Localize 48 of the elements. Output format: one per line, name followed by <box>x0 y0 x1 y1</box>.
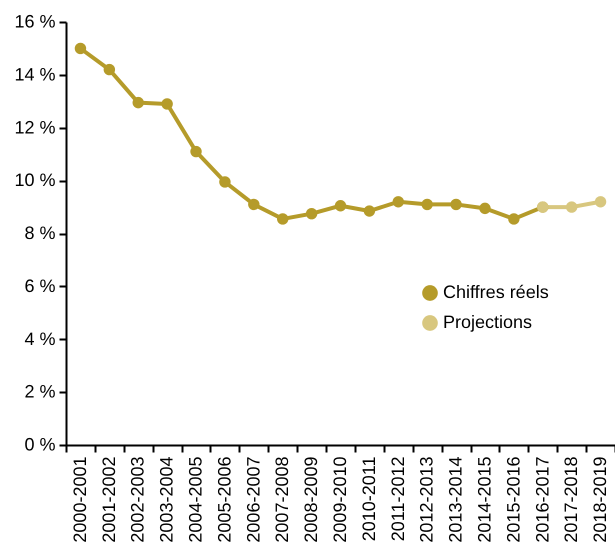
x-tick-label: 2011-2012 <box>388 456 408 542</box>
point <box>104 64 116 76</box>
x-tick-label: 2010-2011 <box>358 456 379 542</box>
point <box>594 196 606 208</box>
point <box>248 198 260 210</box>
point <box>450 198 462 210</box>
point <box>277 213 288 225</box>
point <box>421 198 433 210</box>
x-tick-label: 2005-2006 <box>214 456 234 543</box>
y-tick-label: 12 % <box>14 117 56 138</box>
y-tick-label: 4 % <box>24 328 56 349</box>
y-tick-label: 0 % <box>24 434 56 454</box>
x-tick-label: 2004-2005 <box>186 456 206 543</box>
point <box>364 205 376 217</box>
x-tick-label: 2016-2017 <box>532 456 552 543</box>
x-tick-label: 2007-2008 <box>272 456 292 543</box>
x-tick-label: 2000-2001 <box>70 456 90 543</box>
x-tick-label: 2013-2014 <box>446 456 466 543</box>
point <box>566 201 578 213</box>
point <box>74 42 86 54</box>
legend-label: Projections <box>443 312 532 332</box>
legend-label: Chiffres réels <box>443 282 549 302</box>
x-tick-label: 2002-2003 <box>128 456 148 543</box>
x-tick-label: 2008-2009 <box>301 456 322 543</box>
x-tick-label: 2015-2016 <box>503 456 524 543</box>
point <box>508 213 520 225</box>
x-tick-label: 2014-2015 <box>474 456 494 543</box>
point <box>392 196 404 208</box>
y-tick-label: 8 % <box>24 223 56 243</box>
x-tick-label: 2012-2013 <box>416 456 437 543</box>
point <box>306 208 318 220</box>
x-tick-label: 2003-2004 <box>156 456 177 543</box>
x-tick-label: 2006-2007 <box>243 456 264 543</box>
point <box>334 200 346 212</box>
y-tick-label: 6 % <box>24 276 56 296</box>
x-tick-label: 2001-2002 <box>98 456 119 543</box>
x-tick-label: 2017-2018 <box>561 456 582 543</box>
point <box>161 98 173 110</box>
x-tick-label: 2018-2019 <box>590 456 610 543</box>
point <box>132 96 144 108</box>
point <box>219 176 231 188</box>
y-tick-label: 14 % <box>14 64 56 84</box>
x-tick-label: 2009-2010 <box>330 456 350 543</box>
y-tick-label: 2 % <box>24 382 56 402</box>
y-tick-label: 10 % <box>14 170 56 190</box>
y-tick-label: 16 % <box>14 12 56 32</box>
point <box>479 202 491 214</box>
point <box>190 146 202 158</box>
